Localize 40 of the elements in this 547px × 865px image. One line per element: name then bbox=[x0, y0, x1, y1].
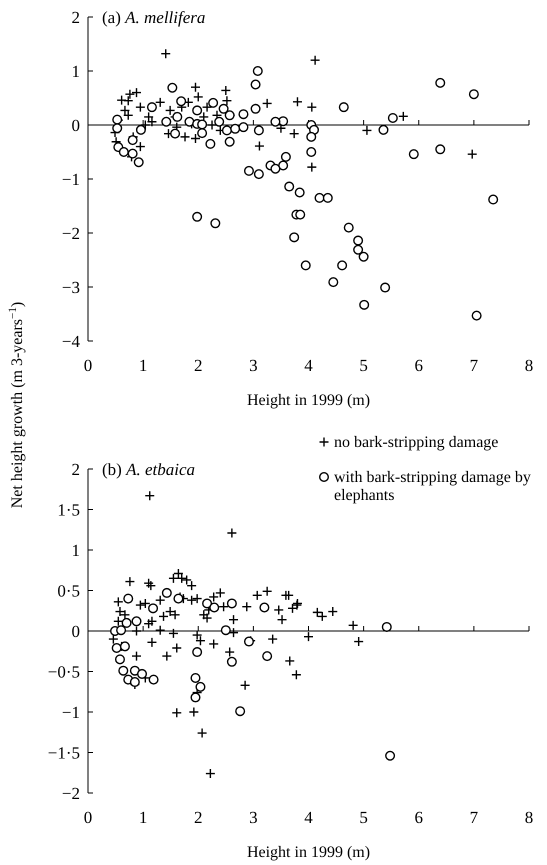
y-tick-label: −1 bbox=[62, 170, 80, 189]
x-tick-label: 4 bbox=[304, 356, 314, 375]
x-tick-label: 1 bbox=[138, 356, 148, 375]
y-tick-label: 0·5 bbox=[57, 581, 80, 600]
x-axis-title: Height in 1999 (m) bbox=[246, 392, 370, 409]
chart-title: (b) A. etbaica bbox=[102, 460, 195, 479]
x-tick-label: 2 bbox=[194, 808, 202, 827]
legend-label: with bark-stripping damage by elephants bbox=[334, 469, 531, 504]
y-tick-label: 0 bbox=[72, 116, 80, 135]
y-tick-label: −4 bbox=[62, 332, 80, 351]
y-tick-label: 1 bbox=[72, 540, 80, 560]
y-tick-label: 0 bbox=[72, 622, 80, 641]
legend-label: no bark-stripping damage bbox=[334, 434, 498, 451]
x-tick-label: 4 bbox=[304, 808, 314, 827]
x-tick-label: 8 bbox=[524, 356, 534, 375]
y-tick-label: 1·5 bbox=[57, 500, 80, 520]
y-tick-label: 2 bbox=[72, 460, 80, 479]
y-tick-label: −2 bbox=[62, 784, 80, 803]
y-tick-label: −0·5 bbox=[48, 662, 80, 682]
x-tick-label: 3 bbox=[249, 356, 258, 375]
x-axis-title: Height in 1999 (m) bbox=[246, 844, 370, 861]
x-tick-label: 0 bbox=[84, 356, 92, 375]
x-tick-label: 7 bbox=[470, 808, 479, 827]
x-tick-label: 5 bbox=[359, 808, 368, 827]
y-tick-label: −1 bbox=[62, 702, 80, 722]
x-tick-label: 7 bbox=[470, 356, 479, 375]
x-tick-label: 5 bbox=[359, 356, 368, 375]
x-tick-label: 1 bbox=[138, 808, 148, 827]
x-tick-label: 3 bbox=[249, 808, 258, 827]
x-tick-label: 6 bbox=[414, 356, 423, 375]
y-tick-label: −2 bbox=[62, 224, 80, 243]
x-tick-label: 2 bbox=[194, 356, 202, 375]
y-tick-label: 2 bbox=[72, 8, 80, 27]
x-tick-label: 8 bbox=[524, 808, 534, 827]
x-tick-label: 0 bbox=[84, 808, 92, 827]
y-tick-label: 1 bbox=[72, 62, 80, 81]
y-tick-label: −3 bbox=[62, 278, 80, 297]
chart-title: (a) A. mellifera bbox=[102, 8, 206, 27]
y-tick-label: −1·5 bbox=[48, 743, 80, 762]
x-tick-label: 6 bbox=[414, 808, 423, 827]
